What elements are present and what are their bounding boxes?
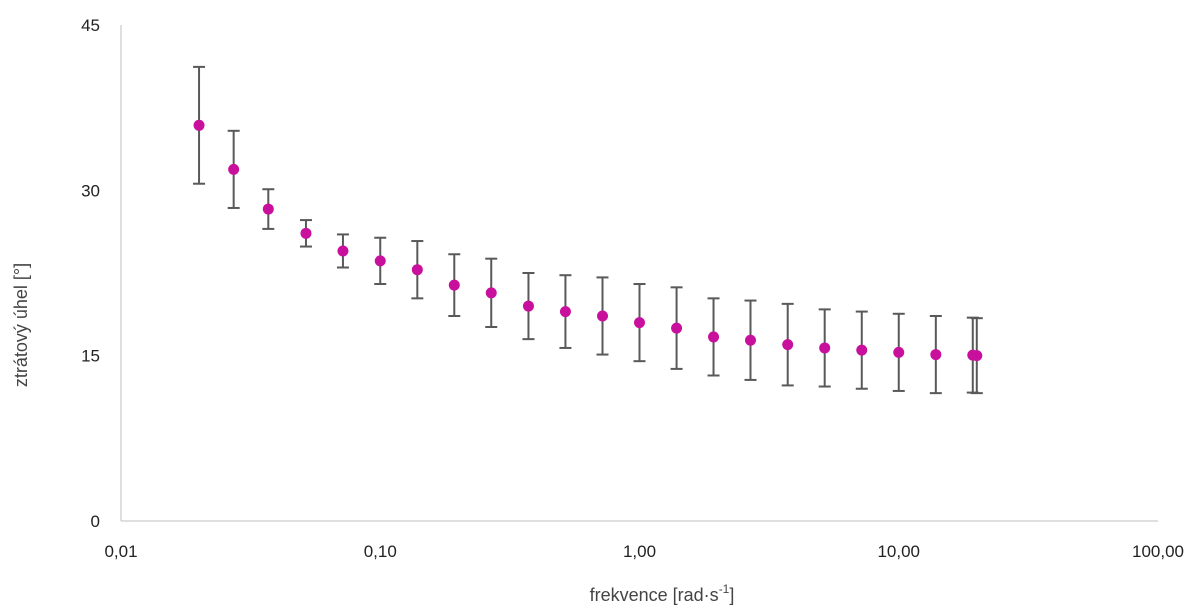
- data-point: [708, 331, 720, 343]
- data-point: [193, 119, 205, 131]
- x-tick-label: 0,10: [364, 542, 397, 561]
- data-point: [374, 255, 386, 267]
- y-tick-labels: 0 15 30 45: [81, 16, 100, 531]
- data-point: [744, 334, 756, 346]
- y-tick-label: 30: [81, 181, 100, 200]
- x-axis-title-main: frekvence [rad·s: [590, 585, 719, 605]
- data-point: [671, 322, 683, 334]
- data-point: [819, 342, 831, 354]
- x-tick-label: 0,01: [104, 542, 137, 561]
- data-point: [300, 227, 312, 239]
- data-point: [522, 300, 534, 312]
- x-axis-title: frekvence [rad·s-1]: [590, 582, 735, 605]
- y-tick-label: 45: [81, 16, 100, 35]
- data-point: [634, 317, 645, 329]
- data-point: [971, 350, 983, 362]
- x-tick-labels: 0,01 0,10 1,00 10,00 100,00: [104, 542, 1184, 561]
- x-tick-label: 1,00: [623, 542, 656, 561]
- data-point: [856, 344, 868, 356]
- data-point: [782, 339, 794, 351]
- y-tick-label: 0: [91, 512, 100, 531]
- y-tick-label: 15: [81, 347, 100, 366]
- data-point: [485, 287, 497, 299]
- x-tick-label: 100,00: [1132, 542, 1184, 561]
- data-point: [893, 346, 905, 358]
- error-bars: [193, 65, 983, 395]
- x-axis-title-end: ]: [729, 585, 734, 605]
- data-point: [337, 245, 349, 257]
- x-axis-title-superscript: -1: [719, 582, 730, 596]
- data-point: [228, 163, 240, 175]
- data-point: [597, 310, 609, 322]
- data-point: [411, 264, 423, 276]
- data-point: [262, 203, 274, 215]
- data-points: [193, 119, 983, 362]
- data-point: [448, 279, 460, 291]
- y-axis-title: ztrátový úhel [°]: [11, 263, 31, 387]
- x-tick-label: 10,00: [877, 542, 920, 561]
- data-point: [930, 349, 942, 361]
- data-point: [559, 306, 571, 318]
